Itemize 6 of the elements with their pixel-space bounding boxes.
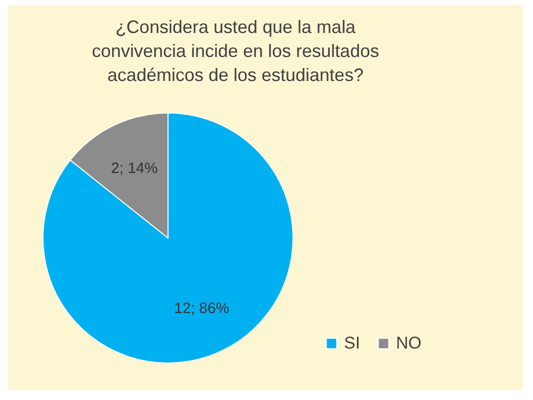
- legend-label: SI: [344, 334, 360, 353]
- data-label: 12; 86%: [174, 300, 230, 317]
- chart-title: ¿Considera usted que la mala convivencia incide en los resultados académicos de los estudiantes?: [92, 17, 380, 85]
- data-label: 2; 14%: [111, 160, 158, 178]
- legend-label: NO: [396, 334, 422, 353]
- pie-slice: [42, 112, 294, 364]
